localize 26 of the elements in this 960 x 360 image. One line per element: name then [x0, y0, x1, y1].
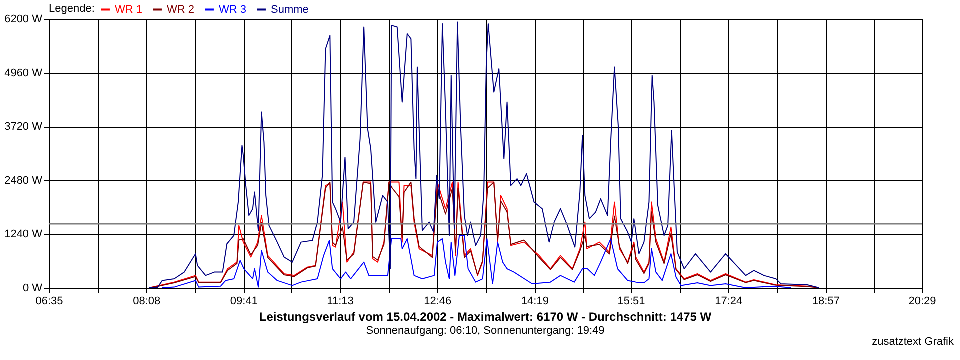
text: Sonnenaufgang: 06:10, Sonnenuntergang: 19:49: [366, 325, 605, 337]
x-tick-label: 12:46: [424, 296, 452, 308]
y-tick-label: 6200 W: [4, 14, 44, 26]
legend-title: Legende:: [49, 3, 95, 15]
legend-label: Summe: [271, 4, 309, 16]
legend-label: WR 1: [115, 4, 142, 16]
line-series: [148, 22, 820, 288]
line-series: [162, 235, 792, 288]
x-tick-label: 09:41: [230, 296, 258, 308]
y-tick-label: 2480 W: [4, 174, 44, 187]
y-tick-label: 0 W: [22, 282, 44, 294]
text: zusatztext Grafik: [872, 336, 954, 348]
y-tick-label: 1240 W: [4, 228, 44, 241]
legend-label: WR 2: [167, 4, 194, 16]
x-tick-label: 06:35: [36, 296, 64, 308]
x-tick-label: 14:19: [521, 296, 549, 308]
y-tick-label: 4960 W: [4, 67, 44, 80]
text: Leistungsverlauf vom 15.04.2002 - Maximalwert: 6170 W - Durchschnitt: 1475 W: [259, 310, 712, 324]
x-tick-label: 15:51: [618, 296, 646, 308]
x-tick-label: 18:57: [812, 296, 840, 308]
x-tick-label: 08:08: [133, 296, 161, 308]
y-tick-label: 3720 W: [4, 121, 44, 134]
legend-label: WR 3: [219, 4, 246, 16]
x-tick-label: 11:13: [327, 296, 354, 308]
x-tick-label: 17:24: [715, 296, 743, 308]
x-tick-label: 20:29: [908, 296, 936, 308]
